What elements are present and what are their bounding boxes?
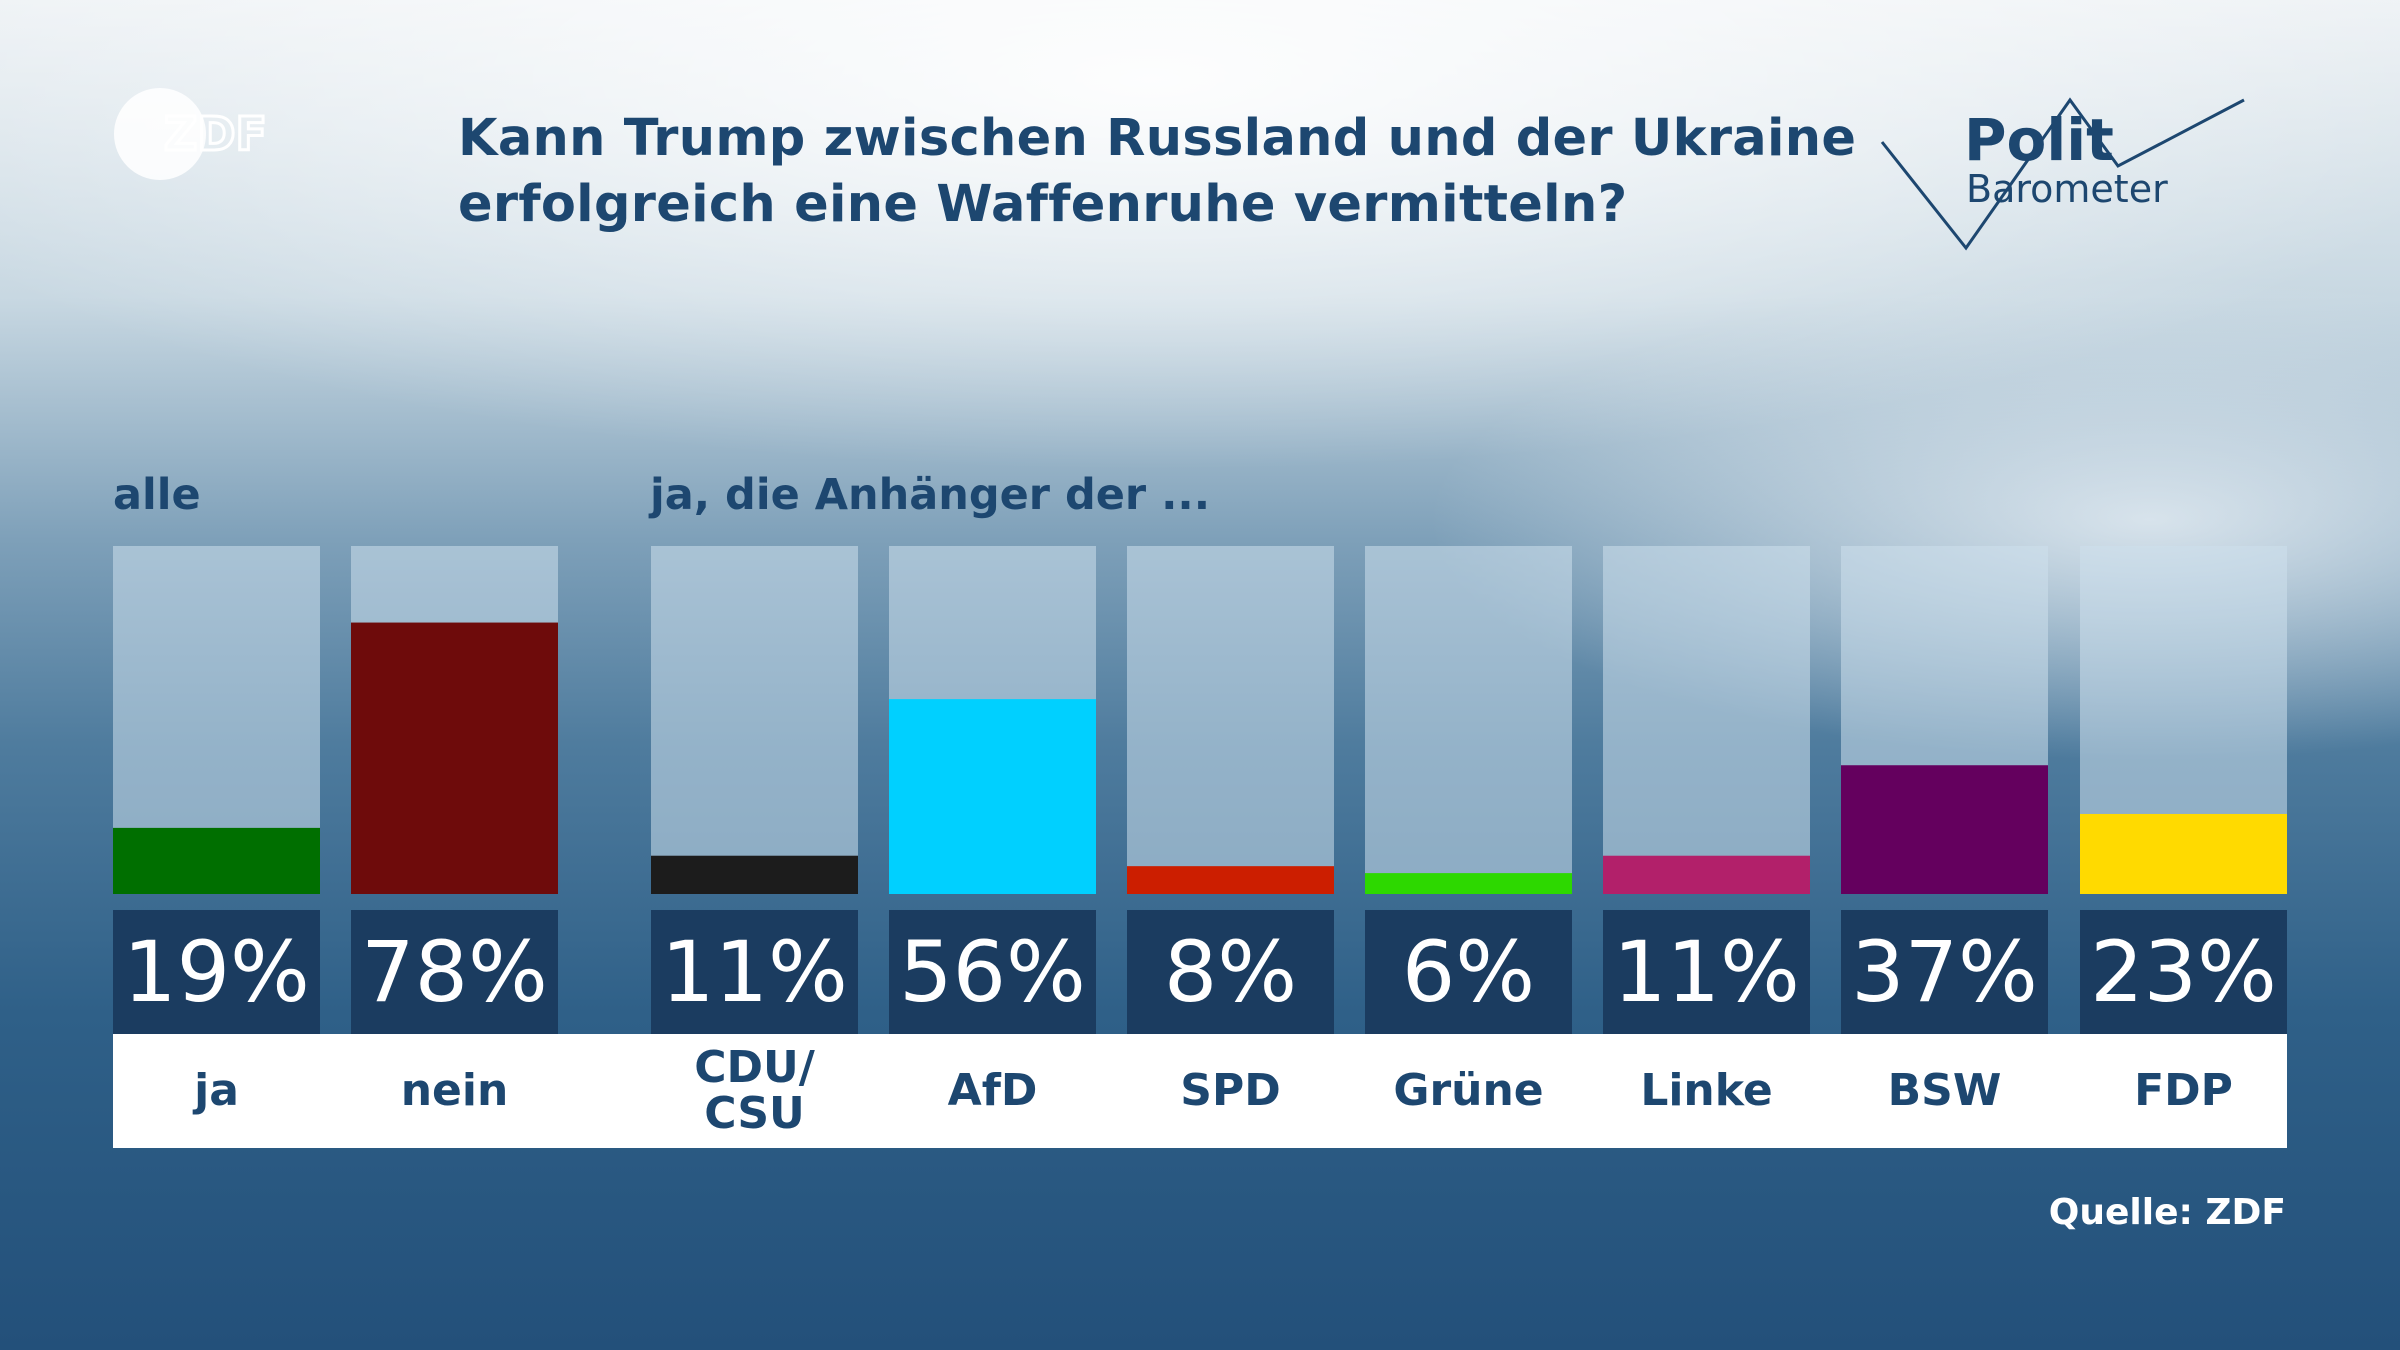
- value-label-cdu-csu: 11%: [661, 923, 848, 1021]
- value-label-ja: 19%: [123, 923, 310, 1021]
- category-label-fdp: FDP: [2134, 1065, 2233, 1116]
- chart-title-line1: Kann Trump zwischen Russland und der Ukr…: [458, 109, 1857, 168]
- bar-bsw: [1841, 765, 2048, 894]
- value-label-bsw: 37%: [1851, 923, 2038, 1021]
- category-label-grüne: Grüne: [1393, 1065, 1544, 1116]
- category-label-ja: ja: [194, 1065, 239, 1116]
- category-label-afd: AfD: [947, 1065, 1038, 1116]
- bar-grüne: [1365, 873, 1572, 894]
- group-label-anhaenger: ja, die Anhänger der ...: [650, 470, 1211, 520]
- category-label-spd: SPD: [1180, 1065, 1281, 1116]
- politbarometer-logo: Polit Barometer: [1870, 90, 2260, 260]
- bar-ja: [113, 827, 320, 894]
- politbarometer-logo-line2: Barometer: [1966, 167, 2168, 211]
- bar-track-spd: [1127, 546, 1334, 894]
- value-label-linke: 11%: [1613, 923, 1800, 1021]
- politbarometer-logo-line1: Polit: [1964, 106, 2114, 174]
- value-box-cdu-csu: [651, 910, 858, 1034]
- category-label-cdu-csu: CDU/CSU: [694, 1042, 815, 1139]
- value-box-nein: [351, 910, 558, 1034]
- source-note: Quelle: ZDF: [2048, 1192, 2286, 1233]
- chart-title: Kann Trump zwischen Russland und der Ukr…: [458, 106, 1858, 238]
- value-box-grüne: [1365, 910, 1572, 1034]
- bar-spd: [1127, 866, 1334, 894]
- bar-track-cdu-csu: [651, 546, 858, 894]
- bar-linke: [1603, 855, 1810, 894]
- value-box-linke: [1603, 910, 1810, 1034]
- chart-title-line2: erfolgreich eine Waffenruhe vermitteln?: [458, 175, 1628, 234]
- value-box-bsw: [1841, 910, 2048, 1034]
- value-label-grüne: 6%: [1401, 923, 1536, 1021]
- value-box-fdp: [2080, 910, 2287, 1034]
- value-label-fdp: 23%: [2090, 923, 2277, 1021]
- value-label-nein: 78%: [361, 923, 548, 1021]
- bar-afd: [889, 699, 1096, 894]
- category-label-linke: Linke: [1640, 1065, 1773, 1116]
- bar-track-grüne: [1365, 546, 1572, 894]
- zdf-logo: ZDF: [112, 88, 302, 184]
- value-box-spd: [1127, 910, 1334, 1034]
- zdf-logo-text: ZDF: [164, 107, 267, 161]
- bar-track-linke: [1603, 546, 1810, 894]
- value-box-ja: [113, 910, 320, 1034]
- bar-cdu-csu: [651, 855, 858, 894]
- category-label-bsw: BSW: [1887, 1065, 2002, 1116]
- value-box-afd: [889, 910, 1096, 1034]
- value-label-spd: 8%: [1163, 923, 1298, 1021]
- category-label-band: [113, 1034, 2287, 1148]
- value-label-afd: 56%: [899, 923, 1086, 1021]
- category-label-nein: nein: [400, 1065, 509, 1116]
- bar-fdp: [2080, 813, 2287, 894]
- group-label-alle: alle: [113, 470, 201, 520]
- bar-nein: [351, 622, 558, 894]
